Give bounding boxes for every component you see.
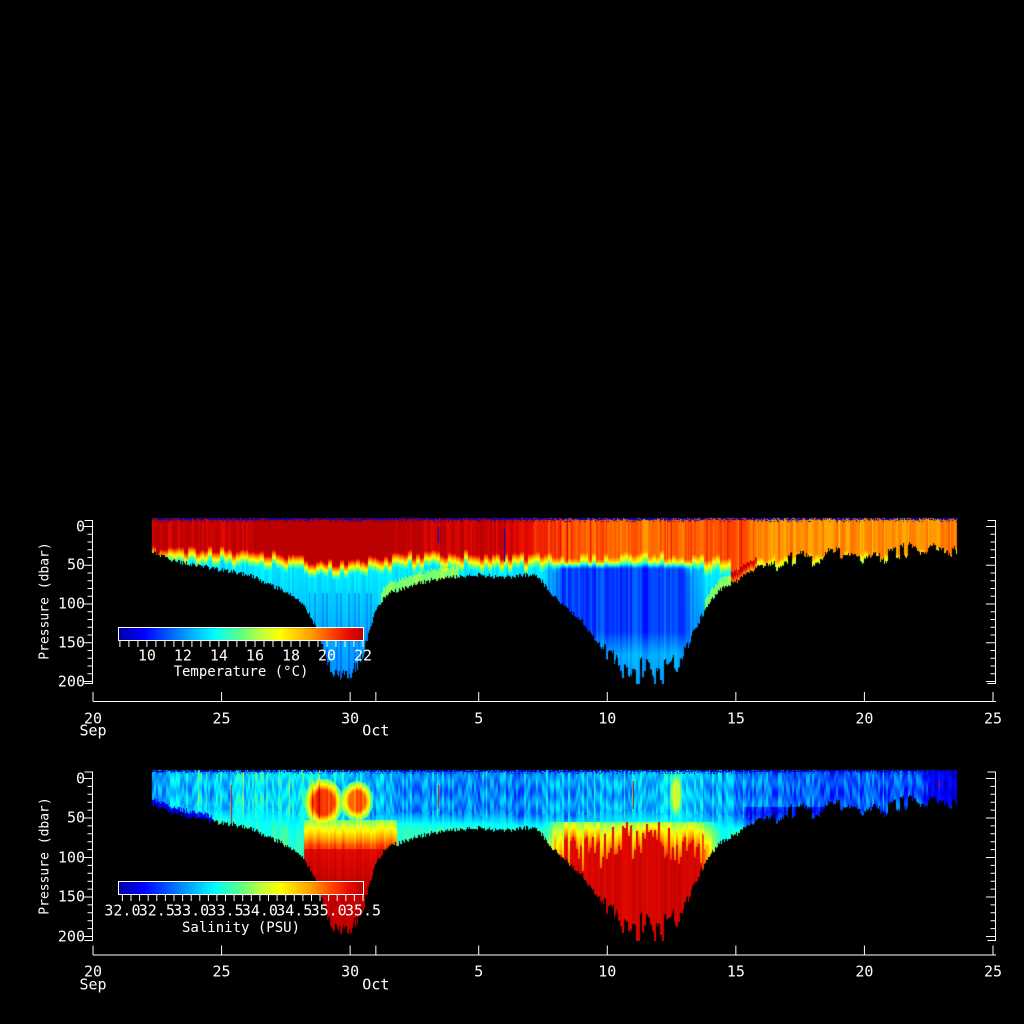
x-axis-tick-label: 10 <box>598 709 617 727</box>
colorbar-tick-label: 32.0 <box>104 901 141 919</box>
x-axis-tick-label: 20 <box>855 962 874 980</box>
y-axis-tick-label: 200 <box>57 672 85 690</box>
y-axis-tick-label: 100 <box>57 594 85 613</box>
x-axis-tick-label: 5 <box>474 962 484 980</box>
colorbar-tick-label: 32.5 <box>138 901 175 919</box>
x-axis-tick-label: 20 <box>855 709 874 727</box>
y-axis-tick-label: 0 <box>75 517 85 535</box>
y-axis-tick-label: 100 <box>57 848 85 866</box>
y-axis-tick-label: 50 <box>66 808 85 827</box>
colorbar-tick-label: 35.0 <box>310 901 347 919</box>
colorbar-tick-label: 20 <box>317 646 337 664</box>
colorbar-tick-label: 34.0 <box>241 901 278 919</box>
y-axis-title: Pressure (dbar) <box>37 797 53 915</box>
x-axis-tick-label: 25 <box>212 709 231 727</box>
colorbar-title-salinity: Salinity (PSU) <box>181 920 301 936</box>
y-axis-tick-label: 50 <box>66 555 85 574</box>
colorbar-tick-label: 22 <box>353 646 373 664</box>
colorbar-tick-label: 10 <box>137 646 156 664</box>
x-axis-tick-label: 25 <box>983 709 1003 727</box>
y-axis-tick-label: 150 <box>57 887 85 906</box>
colorbar-tick-label: 34.5 <box>276 901 313 919</box>
x-axis-tick-label: 15 <box>726 962 745 980</box>
colorbar-tick-label: 33.5 <box>207 901 244 919</box>
month-label: Oct <box>362 721 390 740</box>
x-axis-tick-label: 20 <box>83 709 103 727</box>
month-label: Sep <box>79 721 107 740</box>
colorbar-tick-label: 12 <box>173 646 192 664</box>
colorbar-tick-label: 14 <box>209 646 228 664</box>
x-axis-tick-label: 25 <box>983 962 1003 980</box>
x-axis-tick-label: 10 <box>598 962 617 980</box>
y-axis-tick-label: 200 <box>57 927 85 945</box>
x-axis-tick-label: 30 <box>341 962 360 980</box>
colorbar-tick-label: 16 <box>245 646 264 664</box>
colorbar-tick-label: 33.0 <box>173 901 210 919</box>
x-axis-tick-label: 5 <box>474 709 484 727</box>
y-axis-title: Pressure (dbar) <box>37 542 53 660</box>
x-axis-tick-label: 20 <box>83 962 103 980</box>
colorbar-title-temperature: Temperature (°C) <box>173 664 309 680</box>
x-axis-tick-label: 30 <box>341 709 360 727</box>
colorbar-tick-label: 18 <box>281 646 300 664</box>
x-axis-tick-label: 15 <box>726 709 745 727</box>
x-axis-tick-label: 25 <box>212 962 231 980</box>
month-label: Oct <box>362 975 390 994</box>
month-label: Sep <box>79 975 107 994</box>
y-axis-tick-label: 0 <box>75 769 85 787</box>
y-axis-tick-label: 150 <box>57 633 85 652</box>
colorbar-tick-label: 35.5 <box>344 901 382 919</box>
